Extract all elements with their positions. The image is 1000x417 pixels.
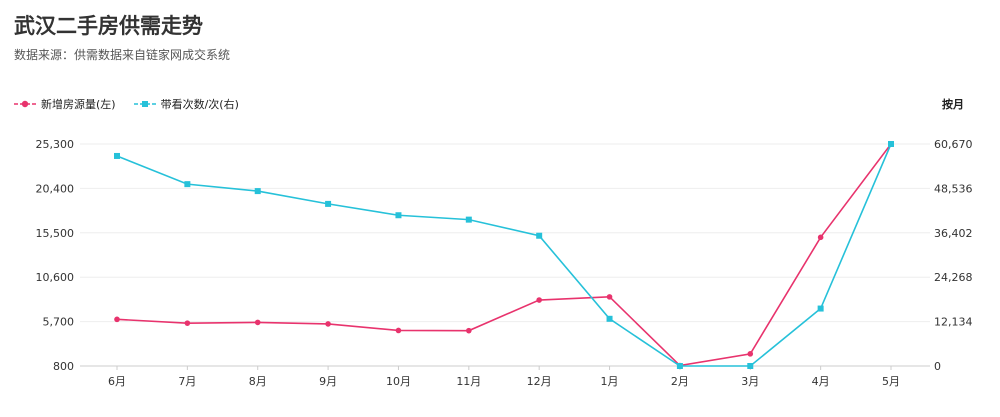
- right-tick-label: 0: [934, 360, 941, 373]
- views-point: [325, 200, 332, 207]
- views-point: [817, 305, 824, 312]
- chart-title: 武汉二手房供需走势: [14, 14, 203, 38]
- legend: 新增房源量(左) 带看次数/次(右): [14, 96, 239, 112]
- x-tick-label: 6月: [108, 375, 126, 388]
- x-tick-label: 7月: [178, 375, 196, 388]
- x-tick-label: 9月: [319, 375, 337, 388]
- left-tick-label: 20,400: [36, 182, 75, 195]
- x-tick-label: 2月: [671, 375, 689, 388]
- x-tick-label: 4月: [812, 375, 830, 388]
- left-tick-label: 10,600: [36, 271, 75, 284]
- x-tick-label: 8月: [249, 375, 267, 388]
- left-tick-label: 15,500: [36, 227, 75, 240]
- legend-label-supply: 新增房源量(左): [41, 98, 116, 111]
- views-point: [114, 152, 120, 159]
- legend-swatch-supply: [14, 100, 36, 108]
- supply-point: [184, 320, 191, 326]
- supply-point: [466, 327, 472, 334]
- right-tick-label: 36,402: [934, 227, 973, 240]
- supply-point: [325, 321, 331, 327]
- left-tick-label: 800: [53, 360, 74, 373]
- legend-item-views[interactable]: 带看次数/次(右): [133, 96, 239, 112]
- x-tick-label: 3月: [741, 375, 759, 388]
- left-tick-label: 5,700: [43, 316, 75, 329]
- right-tick-label: 24,268: [934, 271, 973, 284]
- supply-series-line: [116, 143, 892, 367]
- x-tick-label: 5月: [882, 375, 900, 388]
- legend-swatch-views: [133, 101, 156, 107]
- x-tick-label: 1月: [601, 375, 619, 388]
- views-point: [395, 212, 402, 219]
- supply-point: [817, 234, 824, 241]
- supply-point: [606, 294, 613, 300]
- supply-point: [254, 319, 261, 326]
- right-tick-label: 60,670: [934, 138, 973, 151]
- supply-point: [747, 351, 754, 357]
- views-point: [747, 363, 754, 369]
- supply-point: [114, 316, 120, 323]
- left-tick-label: 25,300: [36, 138, 75, 151]
- chart-subtitle: 数据来源：供需数据来自链家网成交系统: [14, 48, 231, 62]
- right-tick-label: 48,536: [934, 182, 973, 195]
- supply-point: [536, 297, 542, 303]
- legend-label-views: 带看次数/次(右): [160, 98, 239, 111]
- right-axis-title: 按月: [942, 98, 964, 111]
- views-point: [888, 141, 894, 147]
- x-tick-label: 11月: [456, 375, 481, 388]
- views-series-line: [116, 143, 892, 367]
- legend-item-supply[interactable]: 新增房源量(左): [14, 96, 116, 112]
- views-point: [254, 188, 261, 195]
- x-tick-label: 12月: [527, 375, 552, 388]
- x-tick-label: 10月: [386, 375, 411, 388]
- views-point: [536, 232, 543, 239]
- views-point: [676, 363, 683, 369]
- views-point: [606, 315, 613, 322]
- right-tick-label: 12,134: [934, 316, 973, 329]
- supply-point: [395, 327, 402, 334]
- views-point: [184, 181, 191, 188]
- views-point: [465, 216, 472, 223]
